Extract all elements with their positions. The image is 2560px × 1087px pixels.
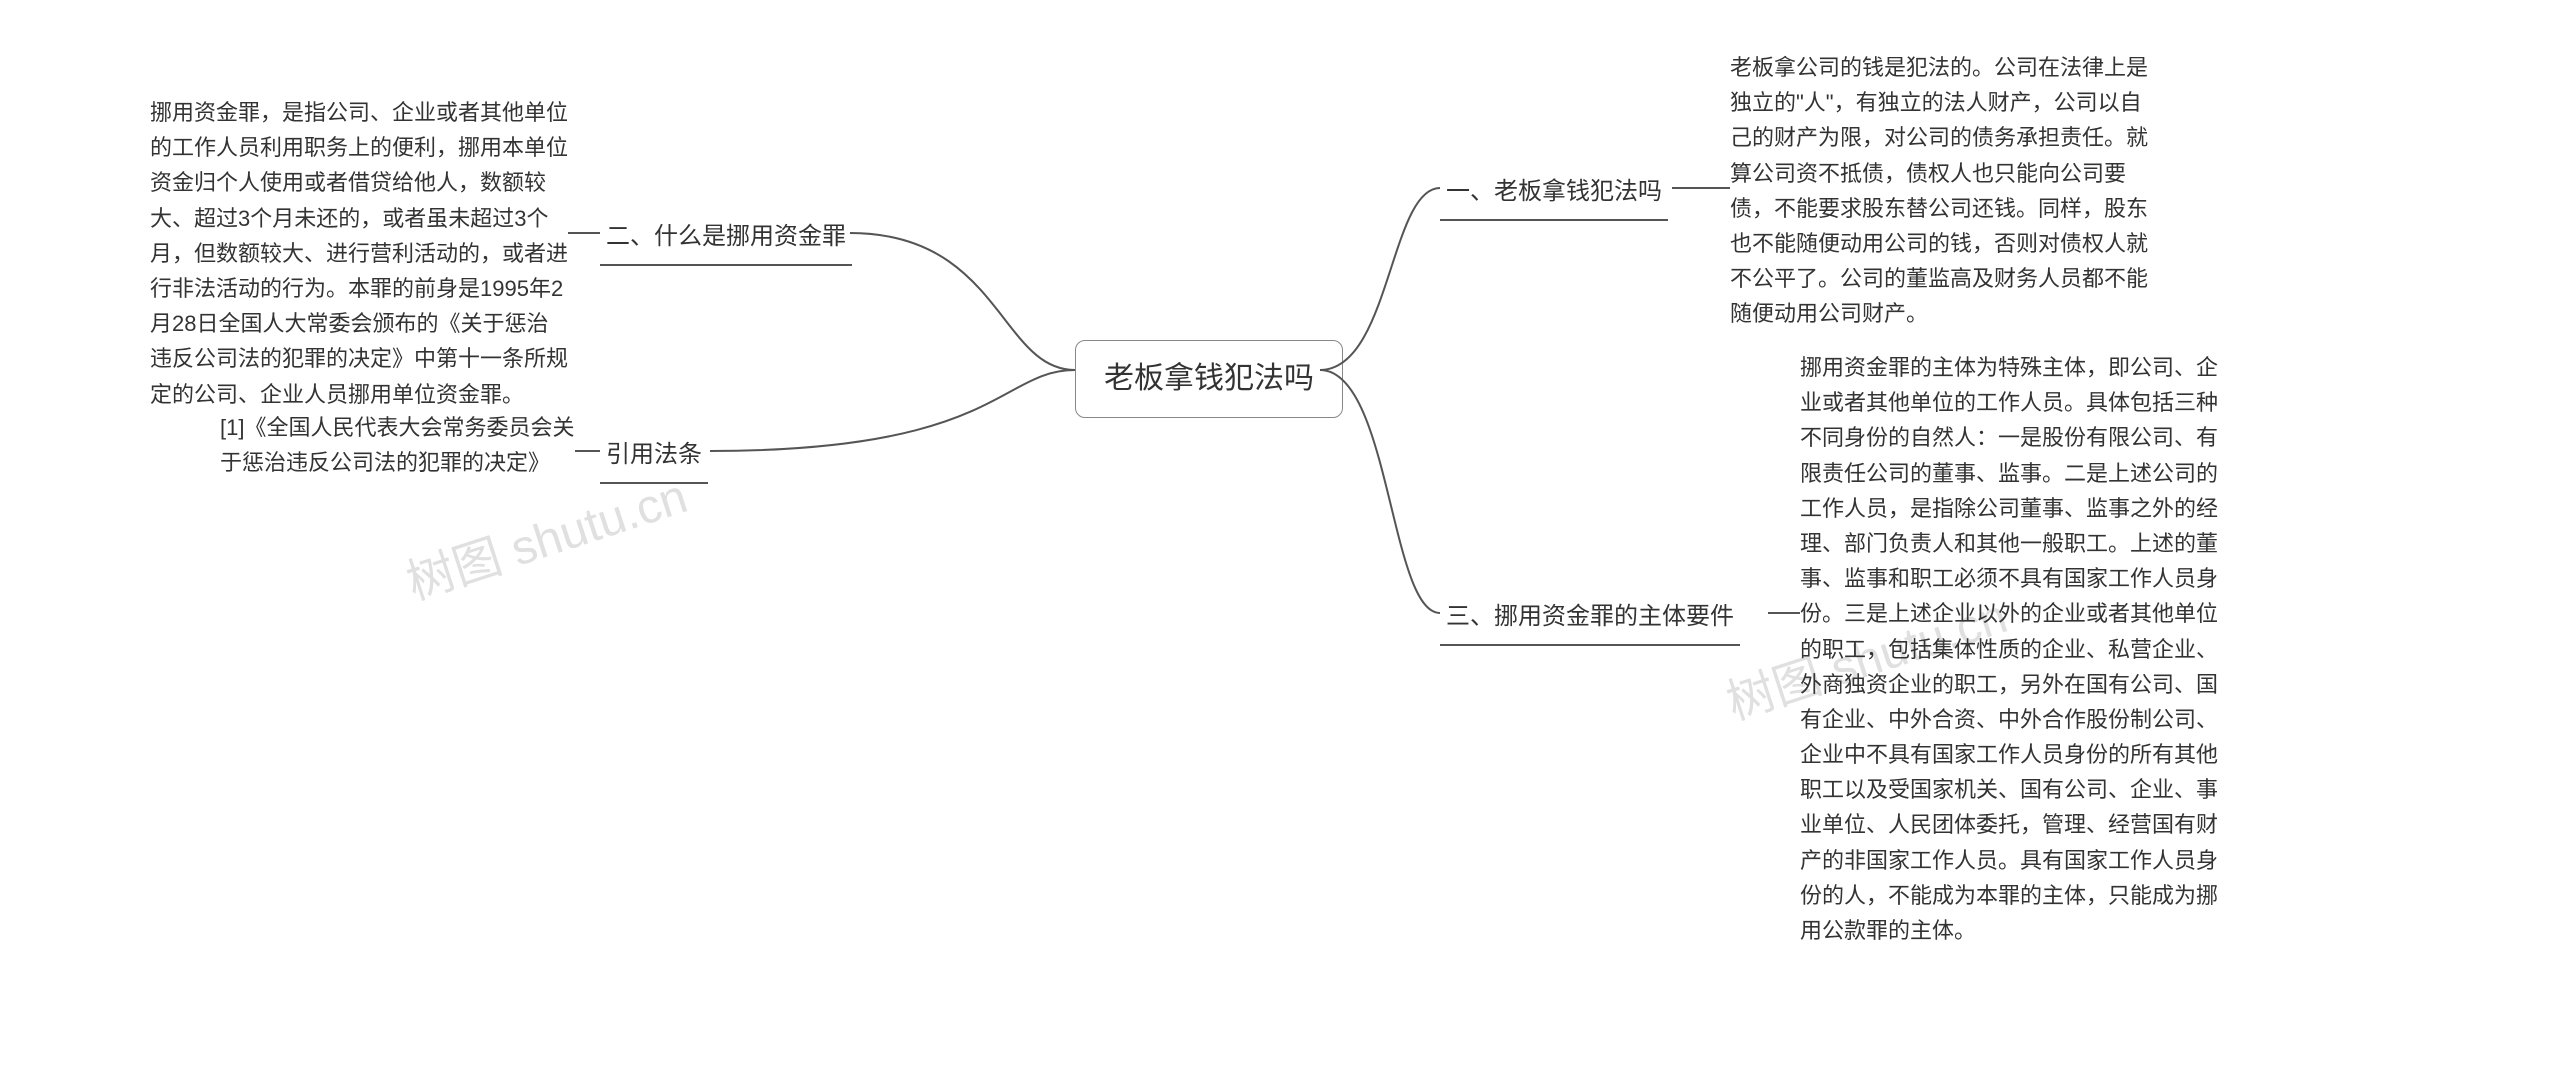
connector xyxy=(850,233,1075,370)
leaf-node-2: 挪用资金罪，是指公司、企业或者其他单位的工作人员利用职务上的便利，挪用本单位资金… xyxy=(150,95,570,412)
mindmap-container: 老板拿钱犯法吗 一、老板拿钱犯法吗 老板拿公司的钱是犯法的。公司在法律上是独立的… xyxy=(0,0,2560,1087)
branch-node-3[interactable]: 三、挪用资金罪的主体要件 xyxy=(1440,592,1740,646)
leaf-node-3: 挪用资金罪的主体为特殊主体，即公司、企业或者其他单位的工作人员。具体包括三种不同… xyxy=(1800,350,2220,948)
leaf-node-1: 老板拿公司的钱是犯法的。公司在法律上是独立的"人"，有独立的法人财产，公司以自己… xyxy=(1730,50,2150,332)
branch-node-4[interactable]: 引用法条 xyxy=(600,430,708,484)
leaf-node-4: [1]《全国人民代表大会常务委员会关于惩治违反公司法的犯罪的决定》 xyxy=(220,410,580,480)
connector xyxy=(710,370,1075,451)
branch-node-1[interactable]: 一、老板拿钱犯法吗 xyxy=(1440,167,1668,221)
root-node[interactable]: 老板拿钱犯法吗 xyxy=(1075,340,1343,418)
branch-node-2[interactable]: 二、什么是挪用资金罪 xyxy=(600,212,852,266)
